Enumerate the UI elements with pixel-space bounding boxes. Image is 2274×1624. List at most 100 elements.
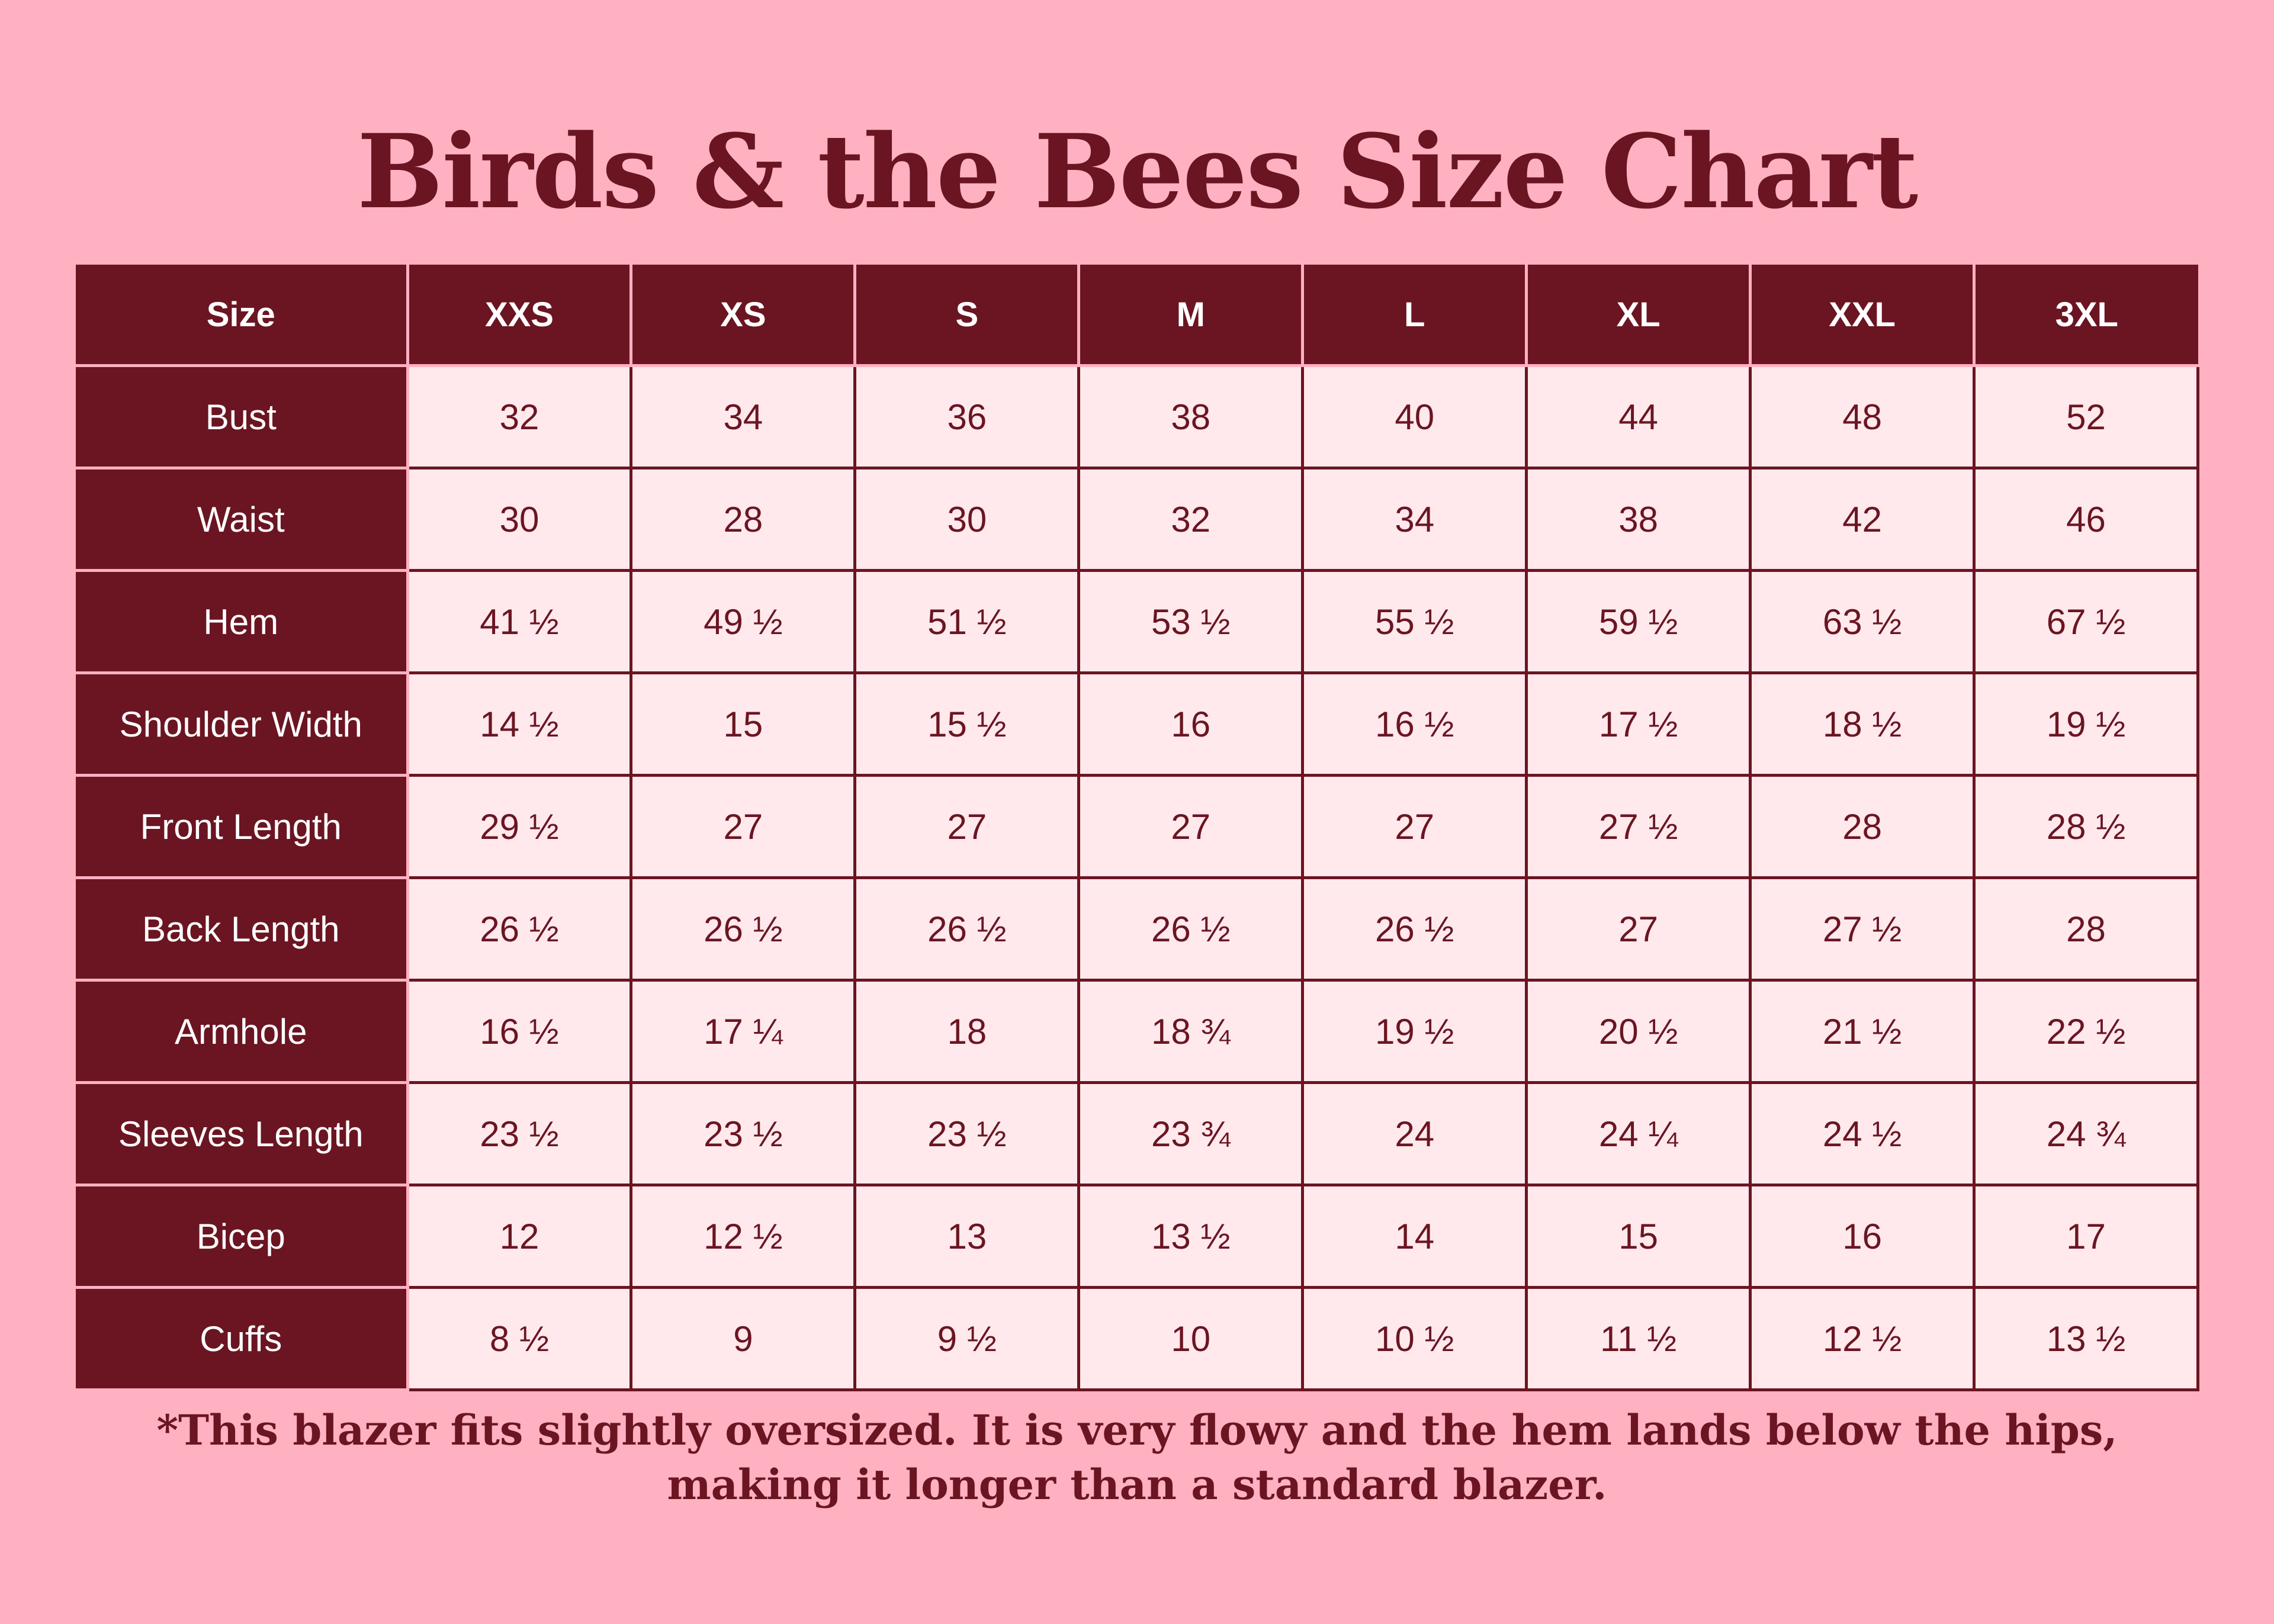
table-row: Waist 30 28 30 32 34 38 42 46 (76, 467, 2199, 572)
measurement-cell: 13 ½ (1973, 1286, 2199, 1391)
measurement-cell: 17 ½ (1525, 671, 1752, 777)
measurement-cell: 53 ½ (1077, 569, 1305, 674)
measurement-cell: 10 (1077, 1286, 1305, 1391)
footnote-line-1: *This blazer fits slightly oversized. It… (156, 1406, 2118, 1455)
measurement-cell: 32 (406, 364, 633, 469)
measurement-cell: 11 ½ (1525, 1286, 1752, 1391)
measurement-cell: 24 ¾ (1973, 1081, 2199, 1186)
measurement-cell: 30 (853, 467, 1081, 572)
measurement-cell: 24 ¼ (1525, 1081, 1752, 1186)
measurement-cell: 8 ½ (406, 1286, 633, 1391)
measurement-cell: 28 (1973, 876, 2199, 982)
measurement-cell: 16 (1077, 671, 1305, 777)
measurement-cell: 10 ½ (1301, 1286, 1528, 1391)
measurement-cell: 23 ½ (406, 1081, 633, 1186)
measurement-cell: 27 (1077, 774, 1305, 879)
measurement-cell: 17 (1973, 1184, 2199, 1289)
measurement-cell: 17 ¼ (629, 979, 857, 1084)
measurement-cell: 26 ½ (1077, 876, 1305, 982)
measurement-cell: 23 ½ (853, 1081, 1081, 1186)
measurement-cell: 63 ½ (1749, 569, 1976, 674)
table-row: Hem 41 ½ 49 ½ 51 ½ 53 ½ 55 ½ 59 ½ 63 ½ 67 ½ (76, 569, 2199, 674)
measurement-cell: 49 ½ (629, 569, 857, 674)
measurement-cell: 21 ½ (1749, 979, 1976, 1084)
row-label: Bicep (76, 1185, 409, 1289)
measurement-cell: 26 ½ (853, 876, 1081, 982)
measurement-cell: 34 (629, 364, 857, 469)
header-size-label: Size (76, 265, 409, 367)
measurement-cell: 20 ½ (1525, 979, 1752, 1084)
table-row: Bicep 12 12 ½ 13 13 ½ 14 15 16 17 (76, 1184, 2199, 1289)
measurement-cell: 26 ½ (1301, 876, 1528, 982)
measurement-cell: 38 (1077, 364, 1305, 469)
measurement-cell: 13 (853, 1184, 1081, 1289)
table-row: Sleeves Length 23 ½ 23 ½ 23 ½ 23 ¾ 24 24 ¼ 24 ½… (76, 1081, 2199, 1186)
measurement-cell: 59 ½ (1525, 569, 1752, 674)
measurement-cell: 27 (1301, 774, 1528, 879)
measurement-cell: 26 ½ (406, 876, 633, 982)
measurement-cell: 27 (853, 774, 1081, 879)
measurement-cell: 24 ½ (1749, 1081, 1976, 1186)
header-row: Size XXS XS S M L XL XXL 3XL (76, 265, 2198, 367)
table-row: Front Length 29 ½ 27 27 27 27 27 ½ 28 28 ½ (76, 774, 2199, 879)
measurement-cell: 44 (1525, 364, 1752, 469)
measurement-cell: 9 ½ (853, 1286, 1081, 1391)
measurement-cell: 18 ½ (1749, 671, 1976, 777)
measurement-cell: 67 ½ (1973, 569, 2199, 674)
measurement-cell: 24 (1301, 1081, 1528, 1186)
header-size-xl: XL (1526, 265, 1752, 367)
measurement-cell: 12 ½ (1749, 1286, 1976, 1391)
measurement-cell: 14 (1301, 1184, 1528, 1289)
size-chart-body: Bust 32 34 36 38 40 44 48 52 Waist 30 28 30 32 34 38 42 4… (76, 364, 2199, 1391)
measurement-cell: 16 ½ (406, 979, 633, 1084)
measurement-cell: 27 ½ (1749, 876, 1976, 982)
measurement-cell: 19 ½ (1301, 979, 1528, 1084)
measurement-cell: 18 (853, 979, 1081, 1084)
row-label: Back Length (76, 877, 409, 982)
measurement-cell: 9 (629, 1286, 857, 1391)
measurement-cell: 13 ½ (1077, 1184, 1305, 1289)
measurement-cell: 55 ½ (1301, 569, 1528, 674)
row-label: Hem (76, 570, 409, 674)
row-label: Front Length (76, 775, 409, 879)
measurement-cell: 14 ½ (406, 671, 633, 777)
header-size-xxs: XXS (407, 265, 633, 367)
measurement-cell: 16 ½ (1301, 671, 1528, 777)
row-label: Shoulder Width (76, 673, 409, 777)
measurement-cell: 28 (629, 467, 857, 572)
footnote-line-2: making it longer than a standard blazer. (667, 1460, 1607, 1509)
table-row: Armhole 16 ½ 17 ¼ 18 18 ¾ 19 ½ 20 ½ 21 ½ 22 ½ (76, 979, 2199, 1084)
measurement-cell: 12 (406, 1184, 633, 1289)
measurement-cell: 52 (1973, 364, 2199, 469)
measurement-cell: 27 (1525, 876, 1752, 982)
measurement-cell: 36 (853, 364, 1081, 469)
page-title: Birds & the Bees Size Chart (356, 111, 1918, 231)
measurement-cell: 34 (1301, 467, 1528, 572)
measurement-cell: 15 (1525, 1184, 1752, 1289)
measurement-cell: 16 (1749, 1184, 1976, 1289)
row-label: Waist (76, 468, 409, 572)
measurement-cell: 28 ½ (1973, 774, 2199, 879)
table-row: Back Length 26 ½ 26 ½ 26 ½ 26 ½ 26 ½ 27 27 ½ 28 (76, 876, 2199, 982)
row-label: Bust (76, 365, 409, 469)
header-size-xs: XS (631, 265, 857, 367)
header-size-m: M (1078, 265, 1305, 367)
measurement-cell: 22 ½ (1973, 979, 2199, 1084)
row-label: Sleeves Length (76, 1082, 409, 1186)
row-label: Cuffs (76, 1287, 409, 1391)
measurement-cell: 38 (1525, 467, 1752, 572)
fit-footnote: *This blazer fits slightly oversized. It… (0, 1403, 2274, 1512)
measurement-cell: 28 (1749, 774, 1976, 879)
measurement-cell: 48 (1749, 364, 1976, 469)
measurement-cell: 12 ½ (629, 1184, 857, 1289)
measurement-cell: 29 ½ (406, 774, 633, 879)
header-size-s: S (855, 265, 1081, 367)
measurement-cell: 27 ½ (1525, 774, 1752, 879)
measurement-cell: 41 ½ (406, 569, 633, 674)
row-label: Armhole (76, 980, 409, 1084)
header-size-3xl: 3XL (1974, 265, 2198, 367)
measurement-cell: 30 (406, 467, 633, 572)
measurement-cell: 18 ¾ (1077, 979, 1305, 1084)
table-row: Shoulder Width 14 ½ 15 15 ½ 16 16 ½ 17 ½ 18 ½ 19… (76, 671, 2199, 777)
